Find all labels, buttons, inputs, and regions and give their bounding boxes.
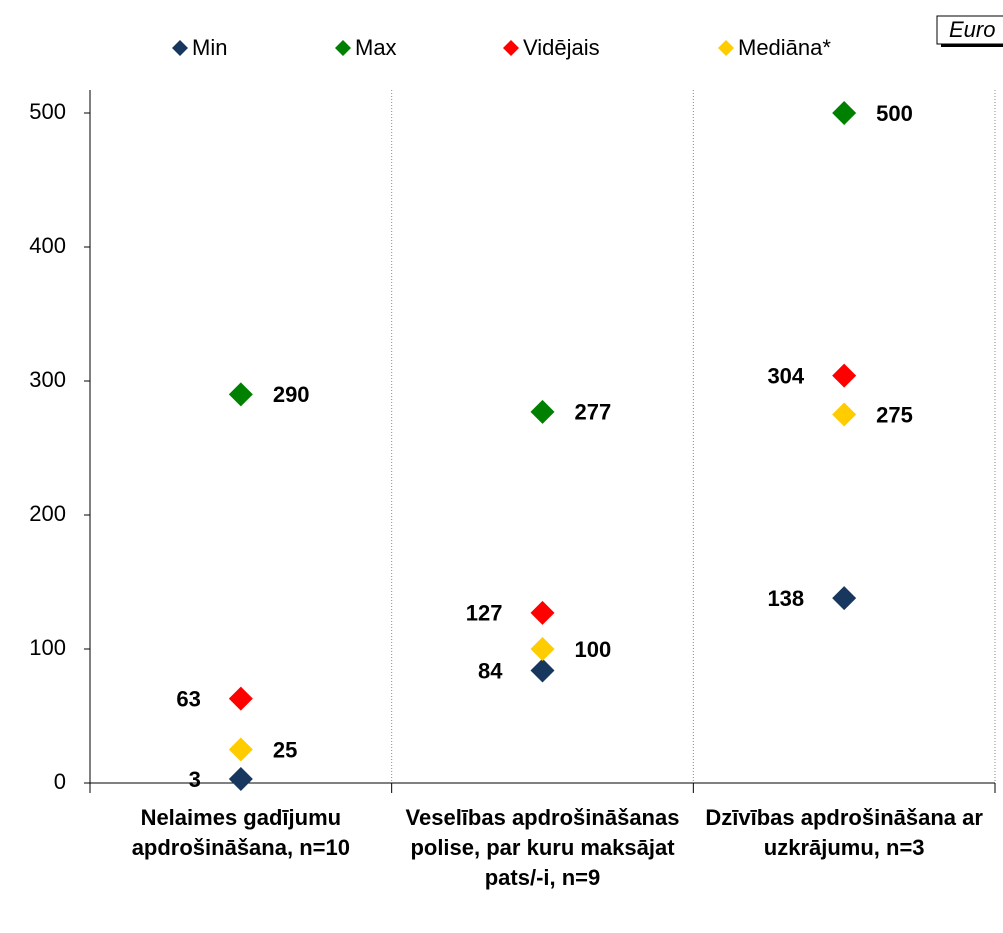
legend-label: Mediāna* xyxy=(738,35,831,60)
data-point xyxy=(832,363,857,388)
y-tick-label: 100 xyxy=(29,635,66,660)
data-point xyxy=(832,101,857,125)
x-tick-label: Nelaimes gadījumu apdrošināšana, n=10 xyxy=(131,805,350,860)
legend-label: Vidējais xyxy=(523,35,600,60)
legend-label: Max xyxy=(355,35,397,60)
y-tick-label: 200 xyxy=(29,501,66,526)
data-label: 277 xyxy=(575,400,612,425)
data-point xyxy=(530,637,555,661)
data-label: 84 xyxy=(478,658,503,683)
y-tick-label: 400 xyxy=(29,233,66,258)
data-point xyxy=(228,766,253,791)
x-tick-label: Veselības apdrošināšanas polise, par kur… xyxy=(405,805,680,890)
data-point xyxy=(228,737,253,762)
data-point xyxy=(832,586,857,611)
data-label: 127 xyxy=(466,601,503,626)
data-point xyxy=(530,658,555,683)
y-tick-label: 300 xyxy=(29,367,66,392)
legend-marker xyxy=(335,40,351,56)
legend-label: Min xyxy=(192,35,227,60)
data-point xyxy=(530,399,555,424)
data-label: 25 xyxy=(273,737,297,762)
y-tick-label: 0 xyxy=(54,769,66,794)
data-label: 290 xyxy=(273,382,310,407)
data-label: 3 xyxy=(189,767,201,792)
annotation-box xyxy=(936,15,1003,45)
data-label: 138 xyxy=(767,586,804,611)
legend-marker xyxy=(172,40,188,56)
legend-marker xyxy=(718,40,734,56)
data-label: 500 xyxy=(876,101,913,126)
data-point xyxy=(832,402,857,427)
data-point xyxy=(228,382,253,407)
data-point xyxy=(530,600,555,625)
data-label: 304 xyxy=(767,363,804,388)
x-tick-label: Dzīvības apdrošināšana ar uzkrājumu, n=3 xyxy=(705,805,983,860)
data-label: 275 xyxy=(876,402,913,427)
data-label: 63 xyxy=(176,686,200,711)
annotation: Euro xyxy=(949,17,995,42)
data-point xyxy=(228,686,253,711)
data-label: 100 xyxy=(575,637,612,662)
legend-marker xyxy=(503,40,519,56)
y-tick-label: 500 xyxy=(29,99,66,124)
